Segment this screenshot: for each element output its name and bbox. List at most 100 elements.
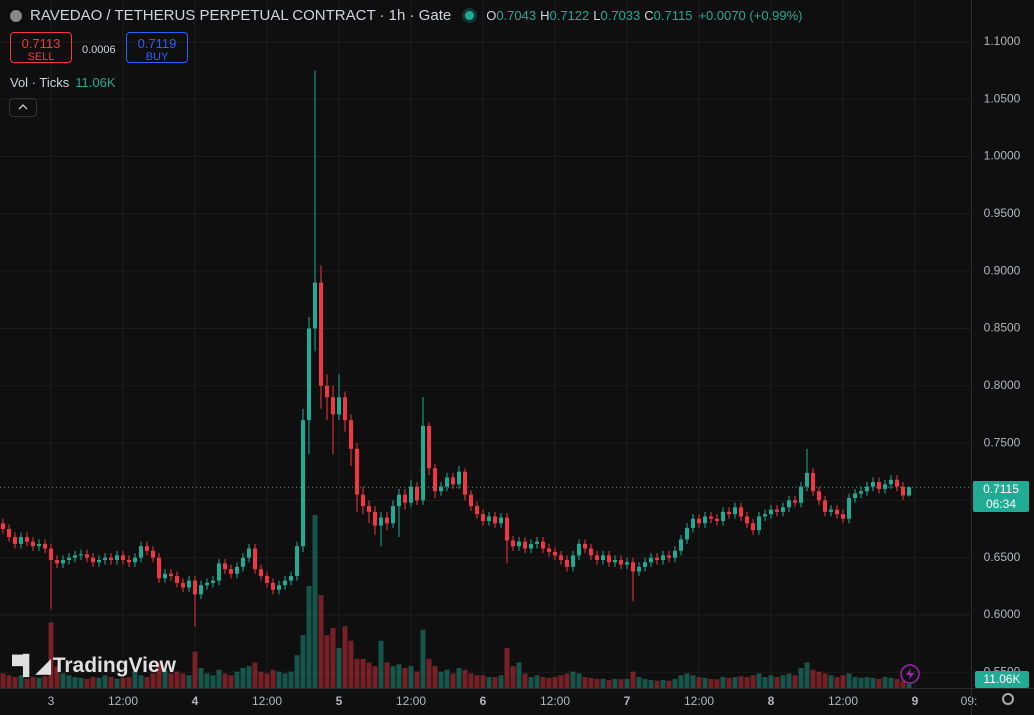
indicator-name[interactable]: Vol · Ticks: [10, 75, 70, 90]
volume-bar: [456, 667, 462, 688]
volume-bar: [96, 677, 102, 688]
volume-bar: [426, 658, 432, 688]
candle-body: [253, 548, 257, 570]
candle-body: [457, 471, 461, 485]
collapse-icon: [18, 104, 28, 110]
ohlc-value: 0.7122: [549, 8, 590, 23]
volume-bar: [30, 677, 36, 688]
candle-body: [343, 397, 347, 421]
candle-body: [325, 385, 329, 398]
volume-bar: [570, 671, 576, 688]
volume-bar: [36, 677, 42, 688]
volume-bar: [108, 677, 114, 688]
branding: ▀▍◢ TradingView: [12, 654, 176, 678]
candle-body: [871, 482, 875, 487]
candle-body: [409, 486, 413, 503]
candle-body: [607, 555, 611, 563]
volume-bar: [732, 677, 738, 688]
candle-body: [511, 540, 515, 547]
candle-body: [181, 582, 185, 588]
volume-bar: [138, 675, 144, 688]
candle-body: [259, 569, 263, 577]
volume-bar: [12, 677, 18, 688]
alert-icon[interactable]: [900, 664, 920, 684]
volume-bar: [444, 669, 450, 688]
buy-price: 0.7119: [137, 36, 177, 51]
sell-button[interactable]: 0.7113 SELL: [10, 32, 72, 63]
symbol-title[interactable]: RAVEDAO / TETHERUS PERPETUAL CONTRACT · …: [30, 7, 452, 24]
volume-bar: [330, 627, 336, 688]
volume-bar: [528, 677, 534, 688]
volume-bar: [828, 675, 834, 688]
volume-bar: [360, 658, 366, 688]
volume-bar: [414, 671, 420, 688]
candle-body: [709, 516, 713, 519]
volume-bar: [888, 677, 894, 688]
symbol-icon: [10, 9, 22, 22]
volume-bar: [240, 667, 246, 688]
volume-bar: [504, 647, 510, 688]
volume-bar: [876, 678, 882, 688]
y-tick-label: 1.0500: [984, 91, 1021, 105]
collapse-button[interactable]: [9, 98, 37, 117]
volume-bar: [852, 677, 858, 688]
candle-body: [811, 472, 815, 492]
volume-bar: [264, 673, 270, 688]
candle-body: [739, 507, 743, 517]
candle-body: [283, 580, 287, 586]
candle-body: [91, 557, 95, 563]
volume-bar: [816, 671, 822, 688]
candle-body: [901, 486, 905, 496]
candle-body: [727, 511, 731, 515]
volume-bar: [402, 667, 408, 688]
volume-bar: [576, 673, 582, 688]
volume-bar: [630, 671, 636, 688]
x-tick-label: 3: [48, 694, 55, 708]
settings-button[interactable]: [1002, 693, 1014, 705]
ohlc-value: 0.7043: [496, 8, 537, 23]
candle-body: [433, 468, 437, 492]
volume-bar: [432, 666, 438, 688]
market-status: [465, 11, 475, 20]
volume-bar: [120, 677, 126, 688]
candle-body: [79, 554, 83, 556]
candle-body: [535, 541, 539, 544]
candle-body: [595, 555, 599, 560]
candle-body: [175, 576, 179, 583]
volume-bar: [564, 673, 570, 688]
volume-bar: [408, 666, 414, 688]
volume-bar: [462, 669, 468, 688]
volume-bar: [126, 677, 132, 688]
candle-body: [613, 559, 617, 563]
volume-bar: [774, 677, 780, 688]
volume-bar: [144, 677, 150, 688]
volume-bar: [780, 675, 786, 688]
candle-body: [571, 555, 575, 567]
candle-body: [589, 548, 593, 556]
candle-body: [19, 537, 23, 544]
volume-bar: [480, 675, 486, 688]
candle-body: [655, 557, 659, 560]
x-tick-label: 7: [624, 694, 631, 708]
candle-body: [145, 546, 149, 551]
volume-bar: [696, 677, 702, 688]
candle-body: [775, 509, 779, 512]
candle-body: [493, 516, 497, 524]
candle-body: [31, 541, 35, 547]
candle-body: [103, 557, 107, 560]
candle-body: [523, 541, 527, 549]
candle-body: [439, 486, 443, 492]
candle-body: [625, 562, 629, 565]
candle-body: [25, 537, 29, 542]
candle-body: [151, 550, 155, 558]
volume-bar: [42, 676, 48, 688]
candle-body: [847, 498, 851, 519]
volume-bar: [666, 680, 672, 688]
candle-body: [127, 559, 131, 563]
candle-body: [799, 486, 803, 503]
buy-button[interactable]: 0.7119 BUY: [126, 32, 188, 63]
candle-body: [403, 494, 407, 503]
volume-bar: [738, 676, 744, 688]
volume-bar: [438, 671, 444, 688]
